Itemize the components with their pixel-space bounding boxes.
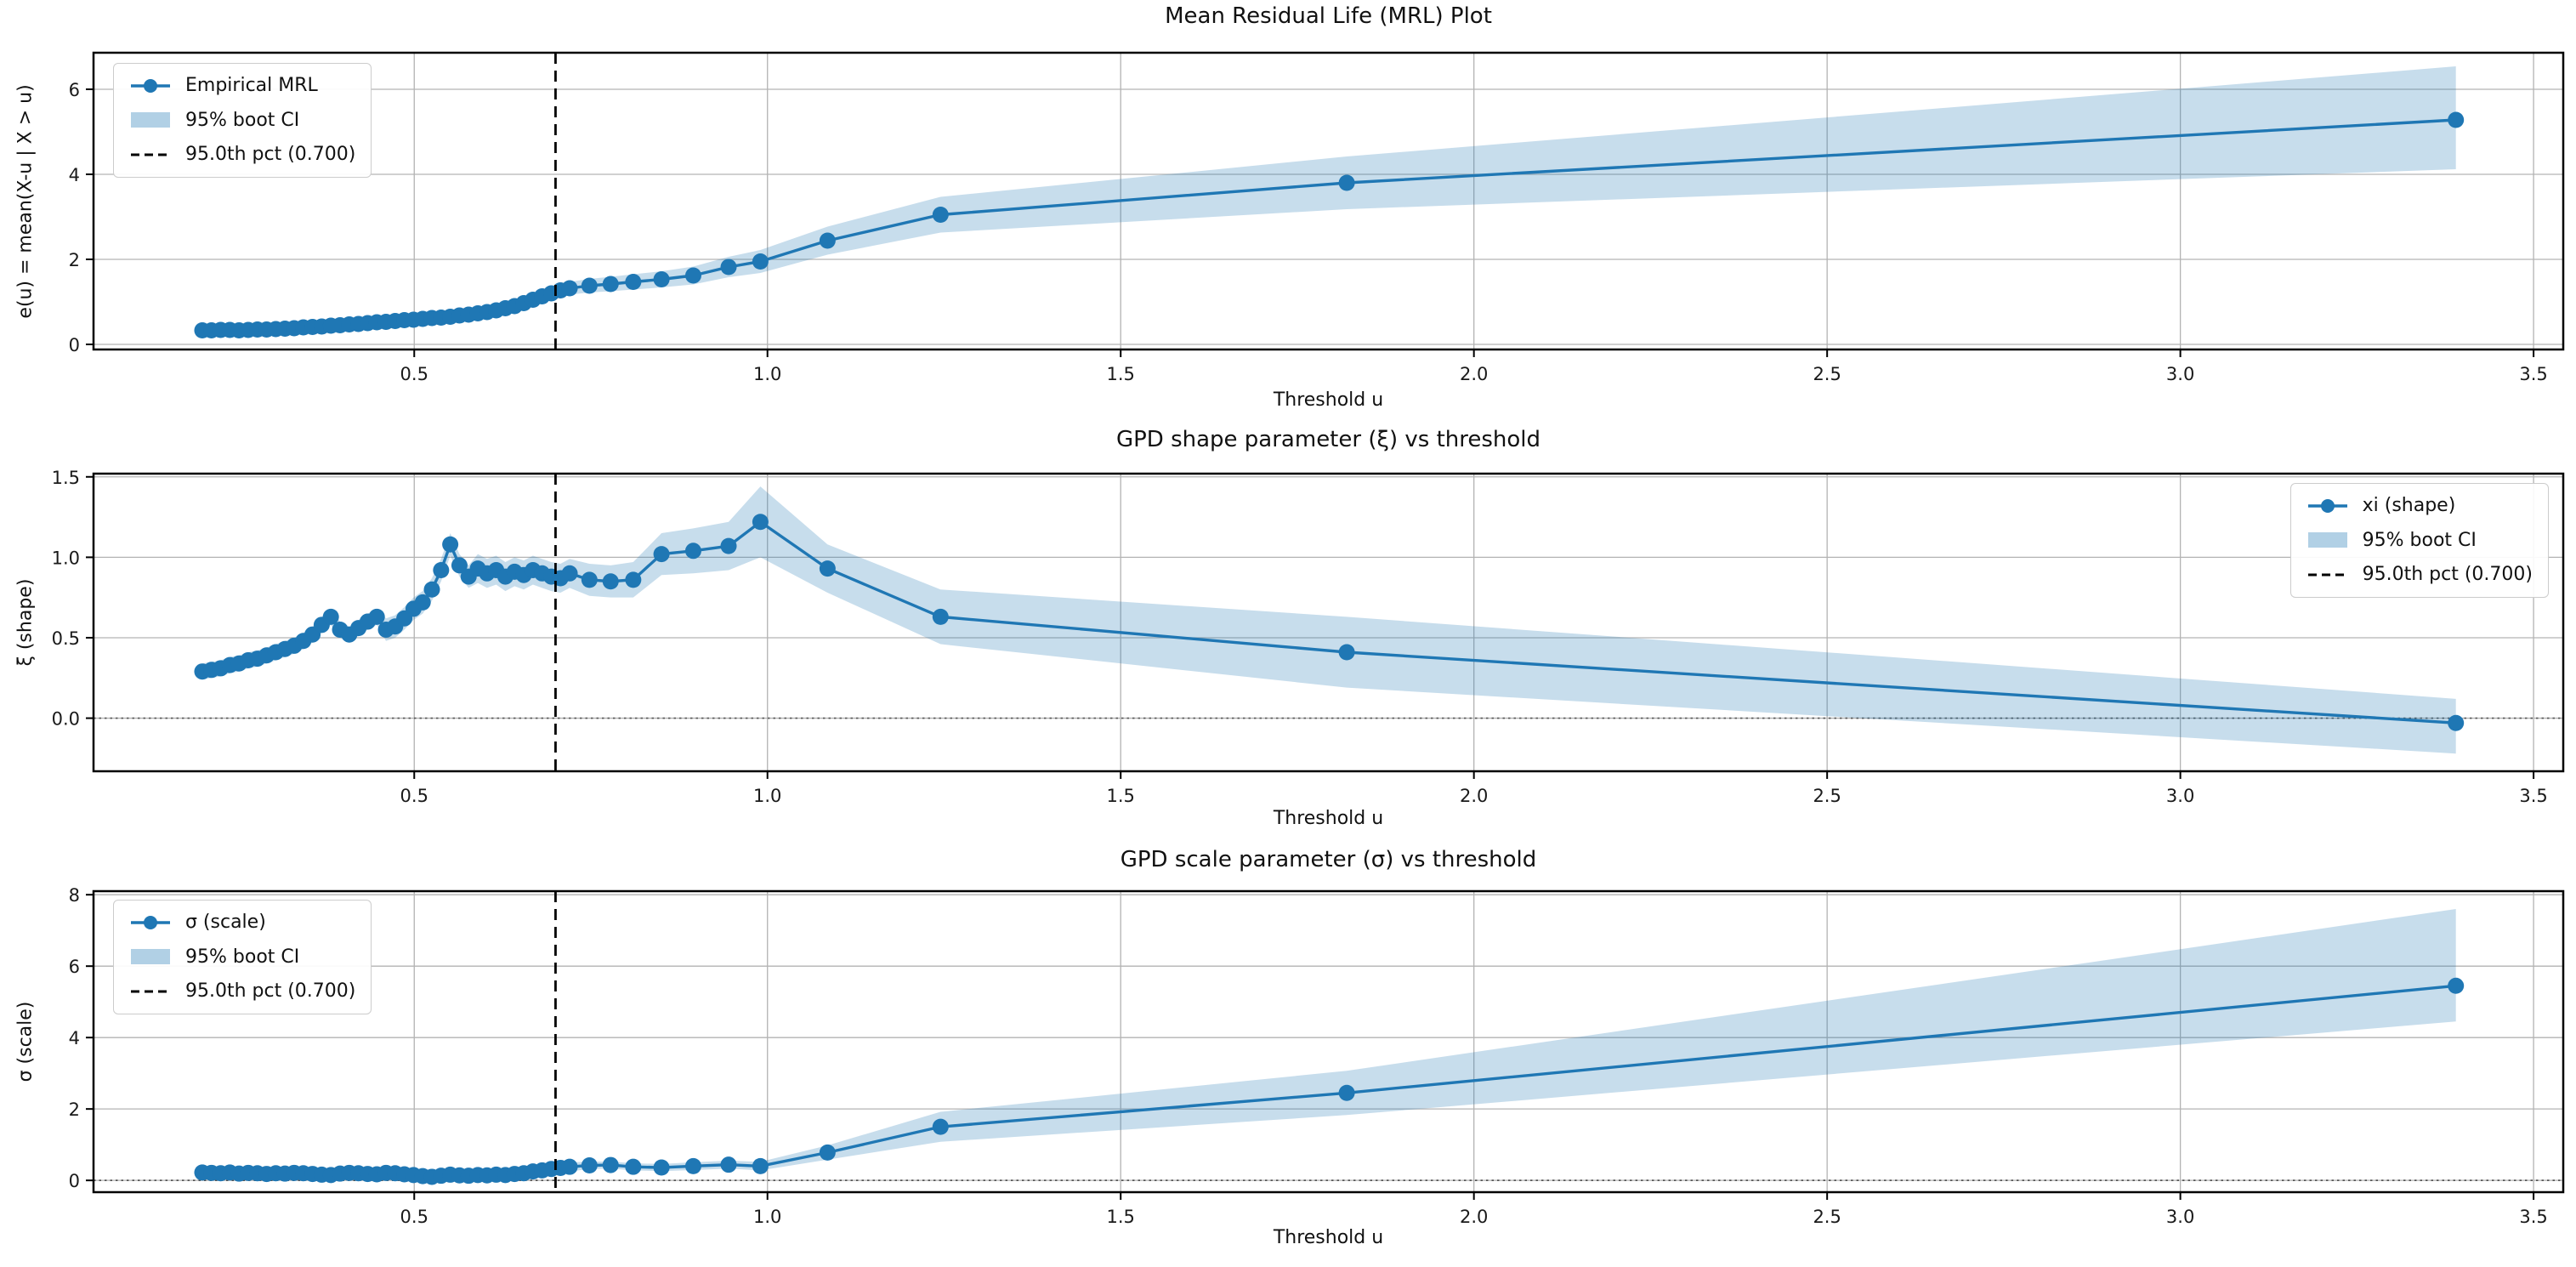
sigma-y-axis-label: σ (scale) (14, 1001, 37, 1082)
legend-label: xi (shape) (2362, 495, 2456, 516)
svg-text:0.5: 0.5 (400, 786, 428, 806)
legend-label: 95% boot CI (2362, 529, 2477, 551)
mrl-chart-title: Mean Residual Life (MRL) Plot (1165, 3, 1492, 29)
ci-band-swatch-icon (129, 110, 172, 130)
svg-text:6: 6 (69, 80, 80, 100)
svg-text:0.0: 0.0 (52, 709, 80, 730)
svg-text:2.5: 2.5 (1813, 364, 1841, 384)
svg-text:1.0: 1.0 (52, 548, 80, 568)
svg-text:2: 2 (69, 250, 80, 270)
legend-label: 95.0th pct (0.700) (2362, 564, 2533, 585)
mrl-legend: Empirical MRL 95% boot CI 95.0th pct (0.… (113, 63, 372, 178)
line-marker-swatch-icon (129, 912, 172, 933)
line-marker-swatch-icon (2306, 496, 2349, 516)
svg-text:3.0: 3.0 (2166, 786, 2194, 806)
svg-text:1.5: 1.5 (1106, 786, 1134, 806)
legend-item-empirical-mrl: Empirical MRL (129, 74, 355, 98)
svg-text:1.5: 1.5 (1106, 1207, 1134, 1227)
legend-item-percentile: 95.0th pct (0.700) (129, 980, 355, 1003)
svg-text:3.5: 3.5 (2519, 786, 2547, 806)
legend-item-percentile: 95.0th pct (0.700) (2306, 563, 2533, 587)
svg-text:0: 0 (69, 1171, 80, 1191)
svg-text:6: 6 (69, 957, 80, 977)
svg-text:8: 8 (69, 885, 80, 906)
xi-plot-canvas: 0.5 1.0 1.5 2.0 2.5 3.0 3.5 0.0 0.5 1.0 1.5 (52, 468, 2565, 806)
legend-item-boot-ci: 95% boot CI (2306, 529, 2533, 553)
svg-text:3.5: 3.5 (2519, 364, 2547, 384)
legend-item-sigma-scale: σ (scale) (129, 911, 355, 935)
legend-item-boot-ci: 95% boot CI (129, 109, 355, 133)
svg-text:1.5: 1.5 (1106, 364, 1134, 384)
svg-text:3.0: 3.0 (2166, 1207, 2194, 1227)
xi-y-axis-label: ξ (shape) (14, 578, 37, 667)
xi-chart-title: GPD shape parameter (ξ) vs threshold (1115, 427, 1541, 452)
svg-text:0.5: 0.5 (400, 364, 428, 384)
mrl-x-axis-label: Threshold u (1273, 389, 1384, 411)
svg-text:2.0: 2.0 (1460, 364, 1488, 384)
svg-text:2.0: 2.0 (1460, 786, 1488, 806)
svg-text:2: 2 (69, 1099, 80, 1120)
sigma-legend: σ (scale) 95% boot CI 95.0th pct (0.700) (113, 900, 372, 1014)
mrl-plot-canvas: 0.5 1.0 1.5 2.0 2.5 3.0 3.5 0 2 4 6 (69, 51, 2565, 384)
svg-text:4: 4 (69, 1028, 80, 1048)
xi-legend: xi (shape) 95% boot CI 95.0th pct (0.700… (2289, 483, 2549, 598)
legend-label: 95% boot CI (185, 109, 300, 131)
mrl-y-axis-label: e(u) = mean(X-u | X > u) (14, 83, 37, 319)
legend-label: 95.0th pct (0.700) (185, 980, 356, 1002)
svg-text:0.5: 0.5 (52, 628, 80, 649)
sigma-x-axis-label: Threshold u (1273, 1227, 1384, 1248)
legend-item-boot-ci: 95% boot CI (129, 946, 355, 969)
xi-x-axis-label: Threshold u (1273, 808, 1384, 829)
dashed-line-swatch-icon (129, 145, 172, 165)
svg-text:2.5: 2.5 (1813, 786, 1841, 806)
legend-label: σ (scale) (185, 912, 266, 933)
sigma-chart-title: GPD scale parameter (σ) vs threshold (1120, 847, 1537, 872)
ci-band-swatch-icon (129, 946, 172, 967)
svg-text:1.5: 1.5 (52, 468, 80, 488)
svg-text:1.0: 1.0 (753, 364, 781, 384)
ci-band-swatch-icon (2306, 530, 2349, 550)
svg-text:4: 4 (69, 165, 80, 185)
dashed-line-swatch-icon (129, 981, 172, 1002)
svg-text:0: 0 (69, 335, 80, 355)
svg-text:2.5: 2.5 (1813, 1207, 1841, 1227)
svg-text:1.0: 1.0 (753, 1207, 781, 1227)
line-marker-swatch-icon (129, 76, 172, 96)
legend-item-xi-shape: xi (shape) (2306, 494, 2533, 518)
svg-text:3.5: 3.5 (2519, 1207, 2547, 1227)
svg-text:2.0: 2.0 (1460, 1207, 1488, 1227)
svg-text:1.0: 1.0 (753, 786, 781, 806)
legend-label: 95% boot CI (185, 946, 300, 968)
dashed-line-swatch-icon (2306, 565, 2349, 585)
svg-text:3.0: 3.0 (2166, 364, 2194, 384)
svg-text:0.5: 0.5 (400, 1207, 428, 1227)
sigma-plot-canvas: 0.5 1.0 1.5 2.0 2.5 3.0 3.5 0 2 4 6 8 (69, 885, 2565, 1227)
legend-item-percentile: 95.0th pct (0.700) (129, 143, 355, 167)
legend-label: Empirical MRL (185, 75, 318, 96)
legend-label: 95.0th pct (0.700) (185, 144, 356, 165)
